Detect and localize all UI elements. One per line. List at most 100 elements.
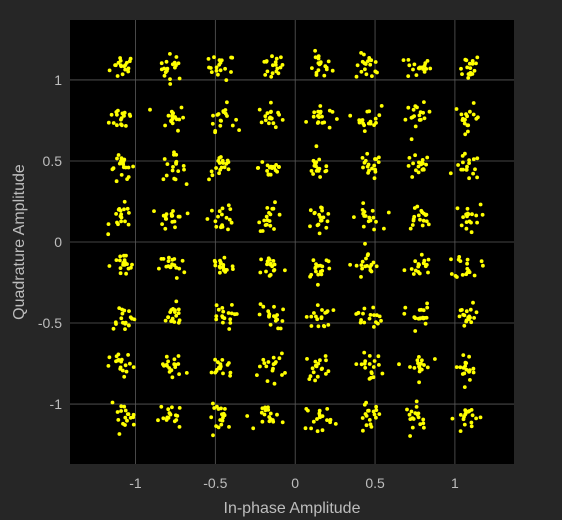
data-point [259,120,264,125]
data-point [230,264,235,269]
data-point [413,268,418,273]
data-point [272,227,276,231]
data-point [426,222,431,227]
data-point [475,156,480,161]
data-point [116,153,121,157]
data-point [335,117,339,121]
data-point [163,318,168,323]
data-point [423,61,428,66]
data-point [408,365,412,369]
data-point [324,372,328,376]
data-point [176,354,181,358]
data-point [174,55,179,59]
data-point [415,105,419,110]
data-point [220,418,225,423]
data-point [117,161,122,166]
data-point [316,282,320,287]
data-point [376,354,381,359]
data-point [225,100,229,105]
data-point [214,68,219,73]
data-point [316,361,321,366]
data-point [165,363,169,368]
data-point [279,55,283,60]
data-point [363,264,368,269]
data-point [467,61,472,66]
data-point [122,258,127,262]
data-point [165,162,170,167]
data-point [407,63,412,68]
data-point [449,272,454,276]
data-point [470,212,474,217]
data-point [164,264,169,269]
data-point [221,265,226,270]
data-point [421,218,426,223]
data-point [403,117,408,122]
data-point [237,128,242,133]
data-point [320,264,325,269]
data-point [368,62,373,67]
data-point [221,320,225,325]
data-point [320,208,324,213]
data-point [221,371,225,376]
data-point [263,73,268,77]
data-point [116,207,121,212]
data-point [214,367,219,372]
data-point [122,207,126,212]
data-point [126,69,131,74]
data-point [229,311,234,316]
data-point [320,428,325,433]
data-point [413,153,417,158]
data-point [316,324,321,329]
data-point [370,208,375,213]
data-point [111,121,116,125]
data-point [474,61,478,66]
data-point [260,419,265,424]
data-point [169,368,174,373]
data-point [323,311,328,315]
data-point [281,307,285,312]
data-point [245,414,250,418]
data-point [459,167,464,172]
data-point [374,320,378,324]
data-point [209,415,214,420]
data-point [324,164,329,169]
data-point [257,107,262,112]
data-point [466,123,471,128]
data-point [170,375,175,380]
data-point [367,316,372,321]
data-point [312,163,317,168]
data-point [359,263,364,267]
data-point [377,113,382,118]
data-point [176,320,181,325]
data-point [324,358,328,363]
data-point [416,264,421,269]
data-point [461,215,465,220]
data-point [462,121,467,126]
data-point [313,363,318,368]
data-point [460,154,465,158]
data-point [471,157,476,162]
data-point [267,312,272,317]
data-point [230,303,234,307]
data-point [309,169,314,173]
data-point [359,51,363,55]
data-point [283,371,287,375]
data-point [272,381,277,386]
data-point [409,137,414,142]
data-point [304,120,308,124]
data-point [471,370,476,375]
data-point [222,165,227,170]
data-point [372,313,376,317]
data-point [368,313,373,317]
data-point [467,354,471,359]
data-point [213,219,218,224]
data-point [415,204,420,209]
data-point [461,417,466,422]
data-point [411,272,416,276]
data-point [470,413,475,418]
data-point [464,226,469,231]
data-point [368,268,373,273]
data-point [126,222,131,227]
data-point [311,419,316,424]
